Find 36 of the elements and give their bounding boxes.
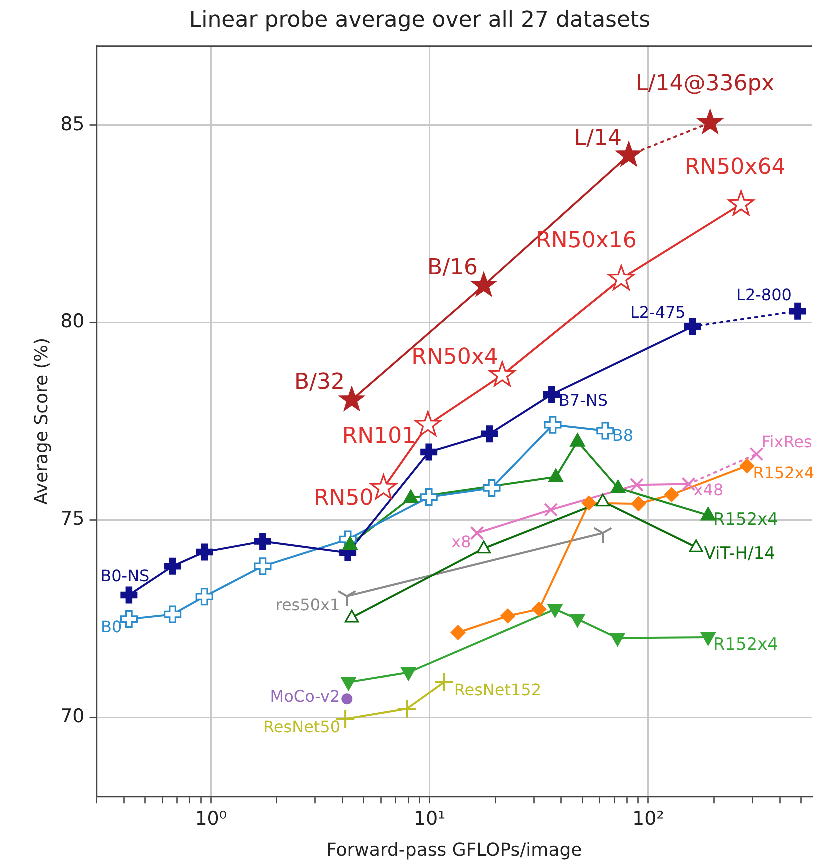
y-axis-title: Average Score (%) [31, 338, 52, 505]
annotation: FixRes [762, 432, 812, 452]
annotation: ResNet50 [264, 717, 341, 736]
x-tick-label: 10¹ [414, 808, 446, 830]
y-tick-label: 80 [60, 310, 85, 333]
annotation: B/32 [294, 370, 346, 395]
annotation: RN50 [314, 486, 374, 511]
annotation: L2-475 [630, 302, 686, 322]
x-tick-label: 10² [632, 808, 664, 830]
annotation: RN50x16 [536, 228, 637, 254]
annotation: RN101 [342, 424, 416, 449]
x-tick-label: 10⁰ [195, 808, 228, 830]
annotation: B8 [612, 426, 634, 446]
annotation: res50x1 [276, 596, 340, 615]
annotation: x48 [694, 480, 724, 500]
x-axis-title: Forward-pass GFLOPs/image [326, 840, 582, 861]
y-tick-label: 70 [60, 706, 85, 728]
annotation: B0 [101, 617, 122, 636]
annotation: B0-NS [100, 566, 150, 586]
annotation: R152x4 [713, 510, 778, 530]
y-tick-label: 75 [60, 508, 85, 530]
annotation: L2-800 [736, 285, 792, 304]
annotation: R152x4 [753, 463, 815, 482]
annotation: L/14 [574, 126, 622, 152]
y-tick-label: 85 [60, 113, 85, 136]
annotation: B/16 [427, 255, 478, 280]
annotation: x8 [452, 532, 472, 552]
annotation: ResNet152 [454, 680, 542, 700]
annotation: MoCo-v2 [270, 687, 340, 706]
annotation: ViT-H/14 [704, 544, 776, 564]
chart-title: Linear probe average over all 27 datasets [189, 8, 651, 33]
annotation: RN50x4 [412, 345, 498, 370]
annotation: RN50x64 [684, 155, 786, 180]
annotation: R152x4 [713, 634, 778, 655]
annotation: L/14@336px [636, 72, 775, 97]
annotation: B7-NS [558, 390, 608, 410]
